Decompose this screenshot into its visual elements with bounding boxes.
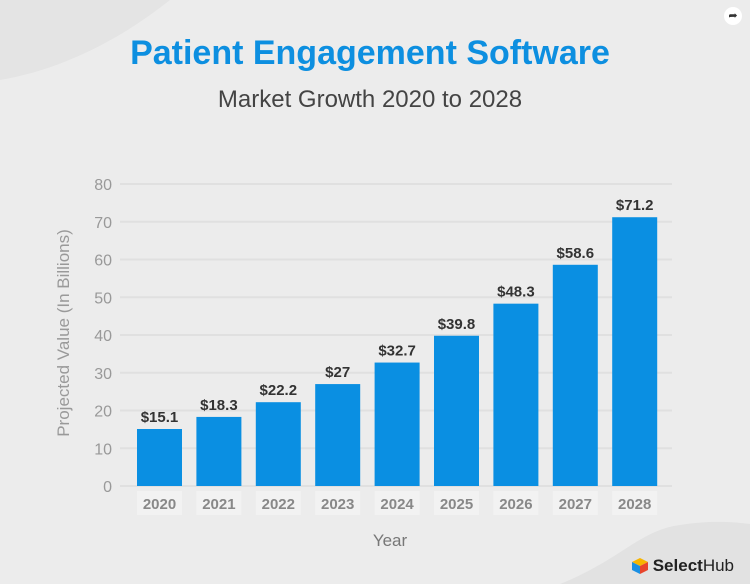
x-tick-box	[374, 491, 420, 515]
x-tick-label: 2020	[143, 496, 176, 513]
y-axis-label: Projected Value (In Billions)	[54, 229, 73, 437]
x-tick-label: 2021	[202, 496, 235, 513]
brand-name-regular: Hub	[702, 556, 734, 575]
y-tick-label: 60	[94, 253, 112, 270]
bar	[196, 416, 242, 486]
chart-subtitle: Market Growth 2020 to 2028	[217, 86, 523, 113]
x-tick-box	[315, 491, 361, 515]
data-label: $58.6	[557, 245, 595, 262]
x-tick-label: 2025	[440, 496, 473, 513]
x-tick-label: 2028	[618, 496, 651, 513]
bar	[255, 402, 301, 486]
bar	[374, 362, 420, 486]
x-tick-label: 2027	[559, 496, 592, 513]
bar	[612, 217, 658, 486]
x-tick-box	[137, 491, 182, 515]
background-shape	[0, 0, 170, 80]
bar	[493, 303, 539, 486]
data-label: $15.1	[141, 409, 179, 426]
x-tick-box	[255, 491, 301, 515]
data-label: $32.7	[378, 343, 416, 360]
y-tick-label: 30	[94, 366, 112, 383]
bar	[552, 264, 598, 486]
bar	[315, 384, 361, 486]
data-label: $71.2	[616, 197, 654, 214]
data-label: $18.3	[200, 397, 238, 414]
x-tick-label: 2026	[499, 496, 532, 513]
selecthub-logo: SelectHub	[631, 556, 734, 576]
y-tick-label: 80	[94, 177, 112, 194]
data-label: $48.3	[497, 284, 535, 301]
y-tick-label: 10	[94, 441, 112, 458]
bar	[434, 335, 479, 486]
y-tick-label: 20	[94, 404, 112, 421]
x-tick-box	[612, 491, 658, 515]
data-label: $39.8	[438, 316, 476, 333]
data-label: $27	[325, 364, 350, 381]
brand-name-bold: Select	[652, 556, 703, 575]
x-tick-label: 2022	[262, 496, 295, 513]
y-tick-label: 40	[94, 328, 112, 345]
x-tick-box	[493, 491, 539, 515]
y-tick-label: 0	[103, 479, 112, 496]
x-axis-label: Year	[373, 531, 408, 550]
data-label: $22.2	[260, 382, 298, 399]
bar	[137, 428, 182, 486]
x-tick-label: 2023	[321, 496, 354, 513]
y-tick-label: 70	[94, 215, 112, 232]
share-arrow-icon[interactable]: ➦	[724, 7, 742, 25]
x-tick-box	[196, 491, 242, 515]
y-tick-label: 50	[94, 290, 112, 307]
x-tick-label: 2024	[380, 496, 414, 513]
cube-logo-icon	[631, 558, 648, 574]
background-shape	[560, 521, 750, 584]
x-tick-box	[552, 491, 598, 515]
x-tick-box	[434, 491, 479, 515]
chart-title: Patient Engagement Software	[130, 34, 610, 72]
